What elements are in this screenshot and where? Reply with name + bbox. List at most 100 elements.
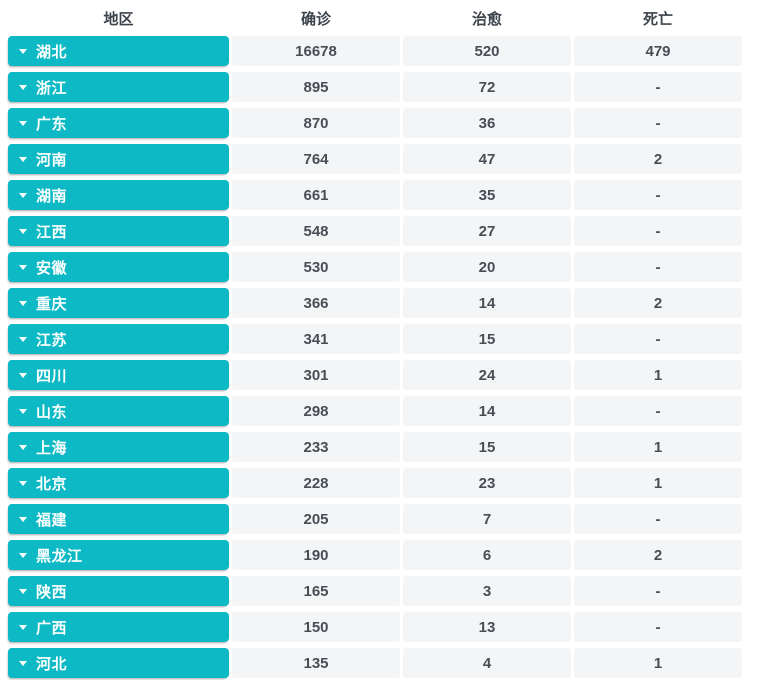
dead-value: - xyxy=(574,108,742,138)
dead-value: - xyxy=(574,252,742,282)
cured-value: 520 xyxy=(403,36,571,66)
confirmed-value: 341 xyxy=(232,324,400,354)
confirmed-value: 764 xyxy=(232,144,400,174)
region-expand-button[interactable]: 浙江 xyxy=(8,72,229,102)
region-name: 山东 xyxy=(36,403,68,421)
region-name: 安徽 xyxy=(36,259,68,277)
confirmed-value: 895 xyxy=(232,72,400,102)
table-body: 湖北 16678 520 479 浙江 895 72 - 广东 870 36 -… xyxy=(8,36,750,678)
table-row: 江苏 341 15 - xyxy=(8,324,750,354)
region-expand-button[interactable]: 陕西 xyxy=(8,576,229,606)
region-expand-button[interactable]: 广西 xyxy=(8,612,229,642)
cured-value: 24 xyxy=(403,360,571,390)
dead-value: - xyxy=(574,576,742,606)
caret-down-icon xyxy=(19,516,27,522)
column-header-confirmed: 确诊 xyxy=(300,10,331,28)
caret-down-icon xyxy=(19,156,27,162)
caret-down-icon xyxy=(19,372,27,378)
region-name: 河北 xyxy=(36,655,68,673)
region-name: 江西 xyxy=(36,223,68,241)
region-expand-button[interactable]: 四川 xyxy=(8,360,229,390)
table-row: 湖南 661 35 - xyxy=(8,180,750,210)
confirmed-value: 366 xyxy=(232,288,400,318)
caret-down-icon xyxy=(19,336,27,342)
caret-down-icon xyxy=(19,588,27,594)
region-expand-button[interactable]: 山东 xyxy=(8,396,229,426)
dead-value: - xyxy=(574,216,742,246)
column-header-region: 地区 xyxy=(103,10,134,28)
table-row: 河南 764 47 2 xyxy=(8,144,750,174)
cured-value: 72 xyxy=(403,72,571,102)
confirmed-value: 205 xyxy=(232,504,400,534)
region-expand-button[interactable]: 江苏 xyxy=(8,324,229,354)
dead-value: 479 xyxy=(574,36,742,66)
region-name: 陕西 xyxy=(36,583,68,601)
region-expand-button[interactable]: 北京 xyxy=(8,468,229,498)
cured-value: 23 xyxy=(403,468,571,498)
confirmed-value: 661 xyxy=(232,180,400,210)
region-expand-button[interactable]: 广东 xyxy=(8,108,229,138)
dead-value: - xyxy=(574,504,742,534)
region-expand-button[interactable]: 湖南 xyxy=(8,180,229,210)
dead-value: 1 xyxy=(574,468,742,498)
dead-value: - xyxy=(574,612,742,642)
dead-value: - xyxy=(574,72,742,102)
region-name: 黑龙江 xyxy=(36,547,83,565)
region-name: 广西 xyxy=(36,619,68,637)
caret-down-icon xyxy=(19,300,27,306)
region-name: 浙江 xyxy=(36,79,68,97)
table-row: 广东 870 36 - xyxy=(8,108,750,138)
table-row: 浙江 895 72 - xyxy=(8,72,750,102)
dead-value: - xyxy=(574,324,742,354)
region-expand-button[interactable]: 河南 xyxy=(8,144,229,174)
confirmed-value: 870 xyxy=(232,108,400,138)
table-row: 陕西 165 3 - xyxy=(8,576,750,606)
region-expand-button[interactable]: 湖北 xyxy=(8,36,229,66)
column-header-dead: 死亡 xyxy=(642,10,673,28)
cured-value: 7 xyxy=(403,504,571,534)
region-name: 四川 xyxy=(36,367,68,385)
region-expand-button[interactable]: 河北 xyxy=(8,648,229,678)
confirmed-value: 548 xyxy=(232,216,400,246)
caret-down-icon xyxy=(19,660,27,666)
dead-value: 2 xyxy=(574,288,742,318)
confirmed-value: 190 xyxy=(232,540,400,570)
region-expand-button[interactable]: 重庆 xyxy=(8,288,229,318)
dead-value: - xyxy=(574,180,742,210)
region-expand-button[interactable]: 福建 xyxy=(8,504,229,534)
table-row: 广西 150 13 - xyxy=(8,612,750,642)
confirmed-value: 298 xyxy=(232,396,400,426)
cured-value: 13 xyxy=(403,612,571,642)
cured-value: 20 xyxy=(403,252,571,282)
cured-value: 4 xyxy=(403,648,571,678)
table-row: 安徽 530 20 - xyxy=(8,252,750,282)
table-row: 河北 135 4 1 xyxy=(8,648,750,678)
table-row: 湖北 16678 520 479 xyxy=(8,36,750,66)
table-row: 北京 228 23 1 xyxy=(8,468,750,498)
region-name: 湖北 xyxy=(36,43,68,61)
cured-value: 35 xyxy=(403,180,571,210)
table-row: 山东 298 14 - xyxy=(8,396,750,426)
cured-value: 36 xyxy=(403,108,571,138)
region-expand-button[interactable]: 江西 xyxy=(8,216,229,246)
region-expand-button[interactable]: 黑龙江 xyxy=(8,540,229,570)
cured-value: 47 xyxy=(403,144,571,174)
table-row: 江西 548 27 - xyxy=(8,216,750,246)
dead-value: 2 xyxy=(574,540,742,570)
caret-down-icon xyxy=(19,48,27,54)
table-row: 上海 233 15 1 xyxy=(8,432,750,462)
table-row: 黑龙江 190 6 2 xyxy=(8,540,750,570)
confirmed-value: 150 xyxy=(232,612,400,642)
caret-down-icon xyxy=(19,192,27,198)
region-name: 广东 xyxy=(36,115,68,133)
dead-value: 1 xyxy=(574,432,742,462)
region-expand-button[interactable]: 安徽 xyxy=(8,252,229,282)
dead-value: 1 xyxy=(574,648,742,678)
region-expand-button[interactable]: 上海 xyxy=(8,432,229,462)
table-row: 四川 301 24 1 xyxy=(8,360,750,390)
region-name: 河南 xyxy=(36,151,68,169)
region-name: 福建 xyxy=(36,511,68,529)
region-name: 湖南 xyxy=(36,187,68,205)
caret-down-icon xyxy=(19,228,27,234)
